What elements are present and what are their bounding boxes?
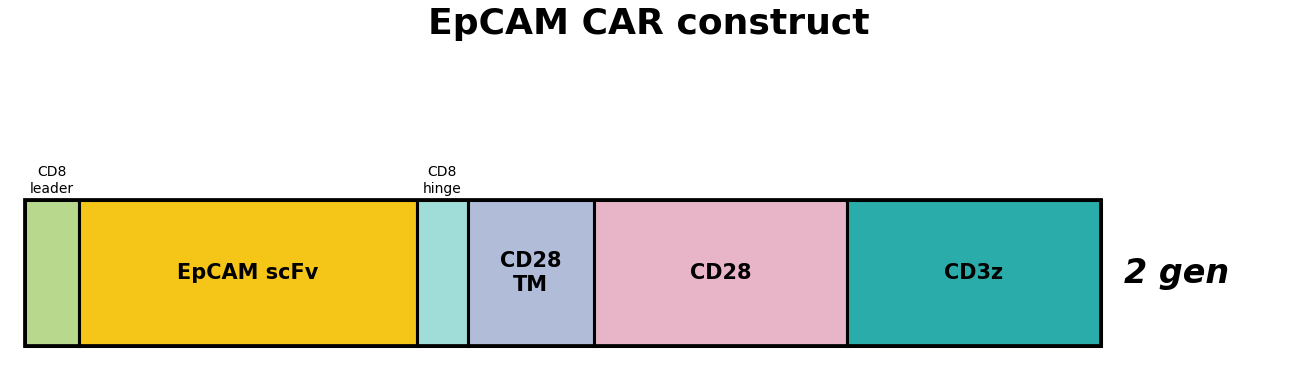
Text: CD8
hinge: CD8 hinge: [423, 165, 462, 196]
Text: CD3z: CD3z: [945, 263, 1003, 283]
Bar: [25, 200, 1101, 346]
Bar: [79, 200, 417, 346]
Bar: [848, 200, 1101, 346]
Text: CD28
TM: CD28 TM: [500, 252, 562, 295]
Text: 2 gen: 2 gen: [1124, 256, 1229, 290]
Title: EpCAM CAR construct: EpCAM CAR construct: [428, 7, 870, 41]
Bar: [417, 200, 467, 346]
Bar: [467, 200, 594, 346]
Bar: [25, 200, 79, 346]
Bar: [594, 200, 848, 346]
Text: CD8
leader: CD8 leader: [30, 165, 74, 196]
Text: CD28: CD28: [691, 263, 752, 283]
Text: EpCAM scFv: EpCAM scFv: [178, 263, 319, 283]
